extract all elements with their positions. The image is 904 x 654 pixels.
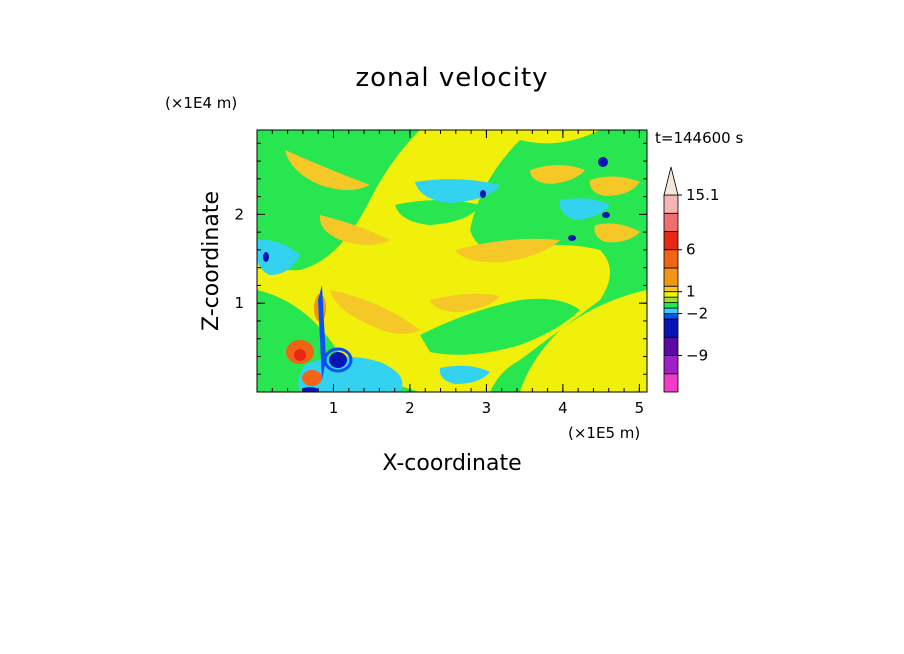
colorbar-segment — [663, 336, 679, 356]
blue-cell — [329, 352, 347, 368]
time-label: t=144600 s — [655, 129, 743, 147]
colorbar-segment — [663, 291, 679, 298]
blue-cell — [480, 190, 486, 198]
orange-band — [430, 293, 500, 312]
colorbar-segment — [663, 355, 679, 375]
y-axis-ticks: 12 — [234, 142, 647, 375]
chart-title: zonal velocity — [355, 63, 548, 93]
green-region — [257, 290, 420, 392]
orange-band — [285, 150, 370, 190]
blue-cell — [263, 252, 269, 262]
blue-cell — [302, 387, 318, 392]
blue-cell — [598, 157, 608, 167]
cyan-region — [559, 198, 610, 220]
y-tick-label: 1 — [234, 294, 244, 312]
x-tick-label: 3 — [482, 399, 492, 417]
x-axis-unit: (×1E5 m) — [568, 424, 640, 442]
colorbar-segment — [663, 302, 679, 309]
orange-band — [530, 165, 585, 184]
y-axis-label: Z-coordinate — [199, 191, 224, 331]
green-region — [395, 200, 480, 225]
colorbar-segment — [663, 313, 679, 320]
x-tick-label: 1 — [329, 399, 339, 417]
colorbar-label: −9 — [686, 347, 708, 365]
orange-band — [330, 290, 420, 334]
colorbar-segment — [663, 373, 679, 393]
yellow-region — [496, 258, 560, 288]
colorbar-label: 1 — [686, 283, 696, 301]
colorbar-segment — [663, 296, 679, 304]
x-axis-ticks: 1 2 3 4 5 — [271, 130, 645, 417]
cyan-region — [257, 239, 300, 275]
cyan-region — [415, 179, 500, 203]
colorbar-label: 15.1 — [686, 186, 719, 204]
x-tick-label: 2 — [405, 399, 415, 417]
colorbar-label: 6 — [686, 241, 696, 259]
orange-band — [589, 176, 640, 196]
orange-band — [594, 223, 640, 243]
colorbar-segment — [663, 318, 679, 338]
blue-streak — [318, 285, 326, 380]
colorbar-segment — [663, 194, 679, 214]
x-tick-label: 4 — [558, 399, 568, 417]
colorbar-segment — [663, 212, 679, 232]
green-region — [420, 298, 580, 355]
colorbar-segment — [663, 307, 679, 314]
x-axis-label: X-coordinate — [382, 451, 521, 476]
colorbar-segment — [663, 249, 679, 269]
blue-cell — [568, 235, 576, 241]
cyan-region — [439, 365, 490, 384]
plot-frame — [256, 129, 648, 393]
colorbar-segment — [663, 267, 679, 287]
y-axis-unit: (×1E4 m) — [165, 94, 237, 112]
orange-cell — [302, 370, 322, 386]
yellow-region — [520, 290, 647, 392]
orange-band — [319, 215, 390, 245]
velocity-field — [257, 130, 647, 392]
colorbar-segment — [663, 231, 679, 251]
colorbar: 15.1 6 1 −2 −9 — [663, 166, 719, 393]
y-tick-label: 2 — [234, 205, 244, 223]
x-tick-label: 5 — [635, 399, 645, 417]
colorbar-label: −2 — [686, 305, 708, 323]
colorbar-segment — [663, 285, 679, 293]
blue-cell — [602, 212, 610, 218]
colorbar-extension — [663, 166, 679, 196]
orange-band — [455, 238, 560, 263]
red-cell — [294, 349, 306, 361]
